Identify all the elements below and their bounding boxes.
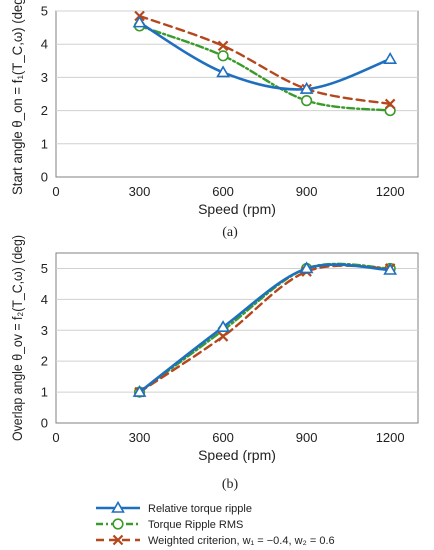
y-tick-label: 3 (41, 70, 48, 85)
data-point (216, 320, 230, 332)
series-2 (133, 20, 396, 117)
x-tick-label: 900 (296, 184, 318, 199)
legend-item: Weighted criterion, w₁ = −0.4, w₂ = 0.6 (96, 534, 335, 547)
x-tick-label: 1200 (376, 430, 405, 445)
y-axis-title: Start angle θ_on = f₁(T_C,ω) (deg) (9, 0, 25, 195)
plot-area (55, 10, 419, 178)
legend-label: Torque Ripple RMS (148, 519, 243, 531)
series-line (138, 21, 392, 91)
x-axis-title: Speed (rpm) (198, 447, 276, 463)
panel-b-label: (b) (222, 477, 239, 492)
y-tick-label: 2 (41, 354, 48, 369)
x-tick-label: 300 (129, 430, 151, 445)
legend-marker (112, 534, 124, 546)
y-tick-label: 1 (41, 385, 48, 400)
y-tick-label: 3 (41, 323, 48, 338)
data-point (383, 262, 398, 275)
legend-item: Relative torque ripple (96, 500, 252, 515)
x-tick-label: 300 (129, 184, 151, 199)
x-tick-label: 600 (212, 430, 234, 445)
data-point (384, 104, 396, 117)
y-tick-label: 0 (41, 416, 48, 431)
data-point (217, 40, 229, 52)
series-line (138, 24, 392, 112)
panel-b-chart: 0 1 2 3 4 5 0 300 600 900 1200 Speed (rpm) Overlap a… (9, 235, 419, 463)
data-point (217, 50, 229, 62)
data-point (217, 331, 229, 342)
legend-label: Relative torque ripple (148, 503, 252, 515)
series-line (138, 263, 392, 394)
y-tick-label: 1 (41, 136, 48, 151)
series-3 (134, 10, 396, 110)
x-tick-label: 900 (296, 430, 318, 445)
y-tick-label: 2 (41, 103, 48, 118)
y-axis-title: Overlap angle θ_ov = f₂(T_C,ω) (deg) (9, 235, 25, 441)
panel-a-chart: 0 1 2 3 4 5 0 300 600 900 1200 Speed (rpm) Start ang… (9, 0, 419, 217)
x-tick-label: 0 (52, 430, 59, 445)
x-tick-label: 0 (52, 184, 59, 199)
legend-item: Torque Ripple RMS (96, 518, 243, 531)
series-line (138, 262, 392, 394)
legend-label: Weighted criterion, w₁ = −0.4, w₂ = 0.6 (148, 535, 335, 547)
legend: Relative torque ripple Torque Ripple RMS W… (96, 500, 335, 547)
series-1 (132, 15, 398, 94)
data-point (216, 65, 230, 78)
data-point (299, 261, 314, 274)
data-point (299, 81, 314, 94)
data-point (383, 52, 398, 64)
series-1 (132, 261, 398, 397)
y-tick-label: 4 (41, 37, 48, 52)
panel-a-label: (a) (222, 225, 238, 240)
data-point (384, 98, 396, 110)
plot-area (55, 252, 419, 424)
data-point (301, 95, 313, 107)
series-line (138, 264, 392, 394)
x-tick-label: 1200 (376, 184, 405, 199)
y-tick-label: 0 (41, 170, 48, 185)
series-line (138, 14, 392, 106)
x-axis-title: Speed (rpm) (198, 201, 276, 217)
x-tick-label: 600 (212, 184, 234, 199)
y-tick-label: 5 (41, 4, 48, 19)
legend-marker (111, 500, 125, 513)
data-point (132, 15, 147, 28)
data-point (132, 384, 147, 397)
y-tick-label: 5 (41, 261, 48, 276)
legend-marker (112, 518, 124, 530)
y-tick-label: 4 (41, 292, 48, 307)
